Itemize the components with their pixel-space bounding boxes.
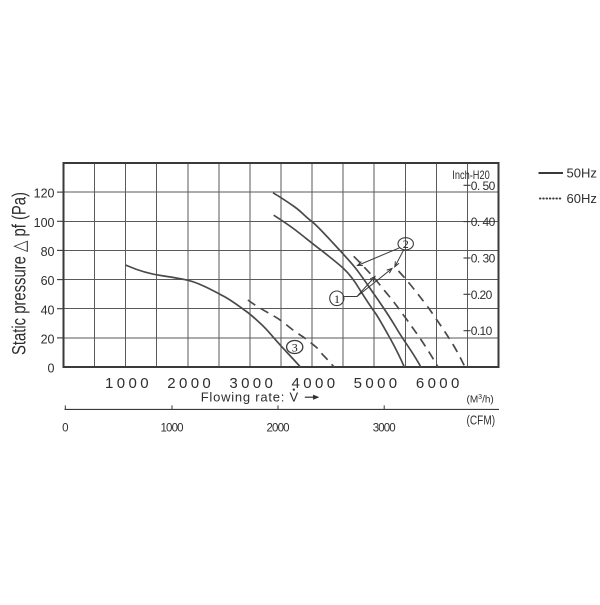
svg-text:0. 30: 0. 30 [471,252,496,266]
svg-text:3000: 3000 [373,423,396,435]
svg-text:60Hz: 60Hz [567,191,597,206]
svg-text:60: 60 [41,274,55,288]
svg-text:0.20: 0.20 [471,288,493,302]
svg-text:0.10: 0.10 [471,324,493,338]
svg-text:20: 20 [41,333,55,347]
svg-text:Inch-H20: Inch-H20 [452,168,490,182]
svg-text:80: 80 [41,245,55,259]
svg-text:2: 2 [403,237,409,251]
svg-text:100: 100 [34,216,55,230]
svg-text:0: 0 [62,423,68,435]
svg-text:Flowing rate: V: Flowing rate: V [201,389,299,404]
svg-text:3: 3 [292,341,298,355]
svg-text:0. 50: 0. 50 [471,179,496,193]
svg-text:(M3/h): (M3/h) [467,394,494,406]
svg-text:2000: 2000 [267,423,290,435]
svg-text:50Hz: 50Hz [567,166,597,181]
svg-text:40: 40 [41,303,55,317]
svg-text:1: 1 [334,292,340,306]
svg-text:Static pressure △ pf (Pa): Static pressure △ pf (Pa) [10,192,31,355]
svg-text:120: 120 [34,187,55,201]
svg-text:(CFM): (CFM) [467,413,496,428]
svg-text:0. 40: 0. 40 [471,215,496,229]
svg-text:0: 0 [48,362,55,376]
svg-text:1000: 1000 [161,423,184,435]
